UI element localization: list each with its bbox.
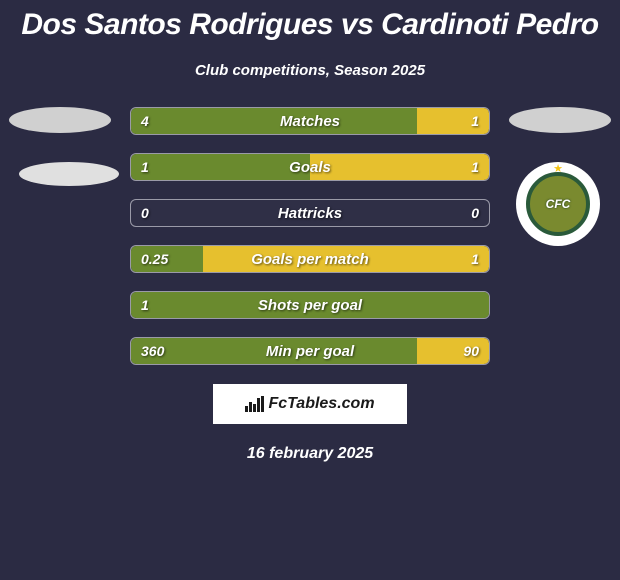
club-badge: ★ CFC — [516, 162, 600, 246]
stat-row: 0.25Goals per match1 — [130, 245, 490, 273]
stat-row: 1Goals1 — [130, 153, 490, 181]
stat-label: Matches — [131, 108, 489, 134]
stat-value-right: 1 — [471, 108, 479, 134]
club-badge-text: CFC — [546, 197, 571, 211]
player-left-oval-2 — [19, 162, 119, 186]
stat-value-right: 1 — [471, 154, 479, 180]
page-title: Dos Santos Rodrigues vs Cardinoti Pedro — [0, 0, 620, 42]
watermark-text: FcTables.com — [268, 395, 374, 413]
page-subtitle: Club competitions, Season 2025 — [0, 62, 620, 79]
watermark: FcTables.com — [212, 383, 408, 425]
stat-label: Goals — [131, 154, 489, 180]
stat-row: 1Shots per goal — [130, 291, 490, 319]
stat-bars-container: 4Matches11Goals10Hattricks00.25Goals per… — [130, 107, 490, 365]
club-badge-inner: ★ CFC — [526, 172, 590, 236]
date-label: 16 february 2025 — [0, 445, 620, 463]
stat-row: 0Hattricks0 — [130, 199, 490, 227]
comparison-content: ★ CFC 4Matches11Goals10Hattricks00.25Goa… — [0, 107, 620, 463]
stat-row: 4Matches1 — [130, 107, 490, 135]
stat-value-right: 0 — [471, 200, 479, 226]
star-icon: ★ — [553, 162, 563, 175]
stat-value-right: 90 — [463, 338, 479, 364]
bars-icon — [245, 396, 264, 412]
stat-row: 360Min per goal90 — [130, 337, 490, 365]
stat-label: Hattricks — [131, 200, 489, 226]
stat-label: Shots per goal — [131, 292, 489, 318]
stat-value-right: 1 — [471, 246, 479, 272]
player-left-oval-1 — [9, 107, 111, 133]
stat-label: Goals per match — [131, 246, 489, 272]
player-right-oval-1 — [509, 107, 611, 133]
stat-label: Min per goal — [131, 338, 489, 364]
